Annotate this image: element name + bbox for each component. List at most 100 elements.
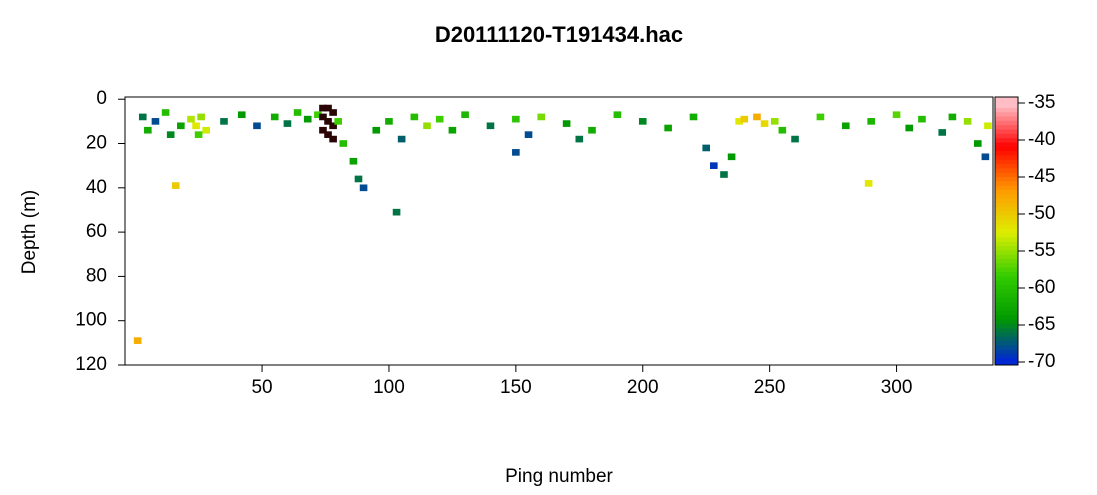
- colorbar-segment: [995, 124, 1018, 130]
- echo-cell: [575, 135, 584, 143]
- echo-cell: [151, 118, 160, 125]
- colorbar-tick-label: -45: [1028, 166, 1055, 187]
- echo-cell: [512, 115, 520, 123]
- echo-cell: [892, 111, 901, 119]
- colorbar-segment: [995, 258, 1018, 264]
- colorbar-segment: [995, 284, 1018, 290]
- colorbar-segment: [995, 193, 1018, 199]
- colorbar-segment: [995, 357, 1018, 365]
- echo-cell: [841, 122, 850, 130]
- echo-cell: [664, 124, 672, 132]
- colorbar-segment: [995, 241, 1018, 247]
- echo-cell: [339, 140, 348, 147]
- colorbar-segment: [995, 349, 1018, 354]
- x-tick-label: 100: [373, 377, 405, 398]
- echo-cell: [727, 153, 736, 161]
- echo-cell: [948, 113, 957, 121]
- echo-cell: [735, 118, 744, 125]
- echo-cell: [314, 111, 322, 119]
- colorbar-tick-label: -55: [1028, 240, 1055, 261]
- echo-cell: [324, 104, 332, 112]
- colorbar-segment: [995, 185, 1018, 190]
- colorbar-segment: [995, 262, 1018, 268]
- echo-cell: [537, 113, 546, 121]
- echo-cell: [984, 122, 992, 130]
- colorbar-tick-label: -65: [1028, 314, 1055, 335]
- colorbar-segment: [995, 215, 1018, 221]
- echo-cell: [702, 144, 711, 152]
- echo-cell: [740, 115, 749, 123]
- y-tick-label: 20: [86, 133, 107, 154]
- chart-title: D20111120-T191434.hac: [435, 22, 683, 47]
- echo-cell: [461, 111, 469, 119]
- colorbar-segment: [995, 297, 1018, 303]
- echo-cell: [435, 115, 444, 123]
- colorbar-segment: [995, 111, 1018, 117]
- echo-cell: [220, 118, 228, 125]
- echo-cell: [133, 337, 142, 344]
- echo-cell: [303, 115, 312, 123]
- x-tick-label: 300: [881, 377, 913, 398]
- echo-cell: [588, 126, 596, 134]
- echo-cell: [253, 122, 261, 130]
- colorbar-segment: [995, 133, 1018, 139]
- colorbar-segment: [995, 223, 1018, 229]
- echo-cell: [753, 113, 761, 121]
- echo-cell: [524, 131, 533, 138]
- colorbar-segment: [995, 146, 1018, 152]
- echo-cell: [778, 126, 787, 134]
- colorbar-segment: [995, 314, 1018, 320]
- echo-cell: [385, 118, 393, 125]
- echo-cell: [283, 120, 292, 127]
- colorbar-segment: [995, 288, 1018, 294]
- echo-cell: [177, 122, 185, 130]
- echo-cell: [349, 157, 358, 165]
- echo-cell: [613, 111, 622, 119]
- echo-cell: [138, 113, 147, 121]
- echo-cell: [816, 113, 825, 121]
- colorbar-segment: [995, 219, 1018, 225]
- y-tick-label: 120: [75, 354, 107, 375]
- colorbar-segment: [995, 336, 1018, 342]
- colorbar-segment: [995, 159, 1018, 165]
- colorbar-segment: [995, 254, 1018, 259]
- y-tick-label: 100: [75, 310, 107, 331]
- echo-cell: [270, 113, 279, 121]
- echo-cell: [638, 118, 647, 125]
- echo-cell: [410, 113, 419, 121]
- echogram-cells: [133, 104, 992, 344]
- echo-cell: [760, 120, 769, 127]
- echo-cell: [329, 109, 337, 116]
- echo-cell: [486, 122, 495, 130]
- colorbar-segment: [995, 107, 1018, 113]
- colorbar-segment: [995, 245, 1018, 251]
- plot-frame: [124, 96, 994, 366]
- colorbar-segment: [995, 210, 1018, 216]
- colorbar-segment: [995, 97, 1018, 108]
- echo-cell: [202, 126, 211, 134]
- colorbar-segment: [995, 340, 1018, 346]
- echo-cell: [329, 135, 337, 143]
- y-tick-label: 0: [96, 88, 107, 109]
- y-tick-label: 80: [86, 265, 107, 286]
- colorbar-segment: [995, 167, 1018, 173]
- colorbar-segment: [995, 163, 1018, 169]
- echo-cell: [512, 149, 520, 156]
- colorbar-segment: [995, 344, 1018, 350]
- colorbar-frame: [994, 96, 1019, 366]
- colorbar-tick-label: -50: [1028, 203, 1055, 224]
- echo-cell: [938, 129, 947, 136]
- colorbar-segment: [995, 115, 1018, 121]
- echo-cell: [963, 118, 972, 125]
- echo-cell: [319, 113, 327, 121]
- echo-cell: [293, 109, 302, 116]
- echo-cell: [192, 122, 200, 130]
- echo-cell: [392, 208, 401, 216]
- echo-cell: [397, 135, 406, 143]
- echo-cell: [171, 182, 180, 189]
- echo-cell: [448, 126, 457, 134]
- colorbar-tick-label: -40: [1028, 129, 1055, 150]
- echo-cell: [905, 124, 914, 132]
- colorbar-segment: [995, 301, 1018, 307]
